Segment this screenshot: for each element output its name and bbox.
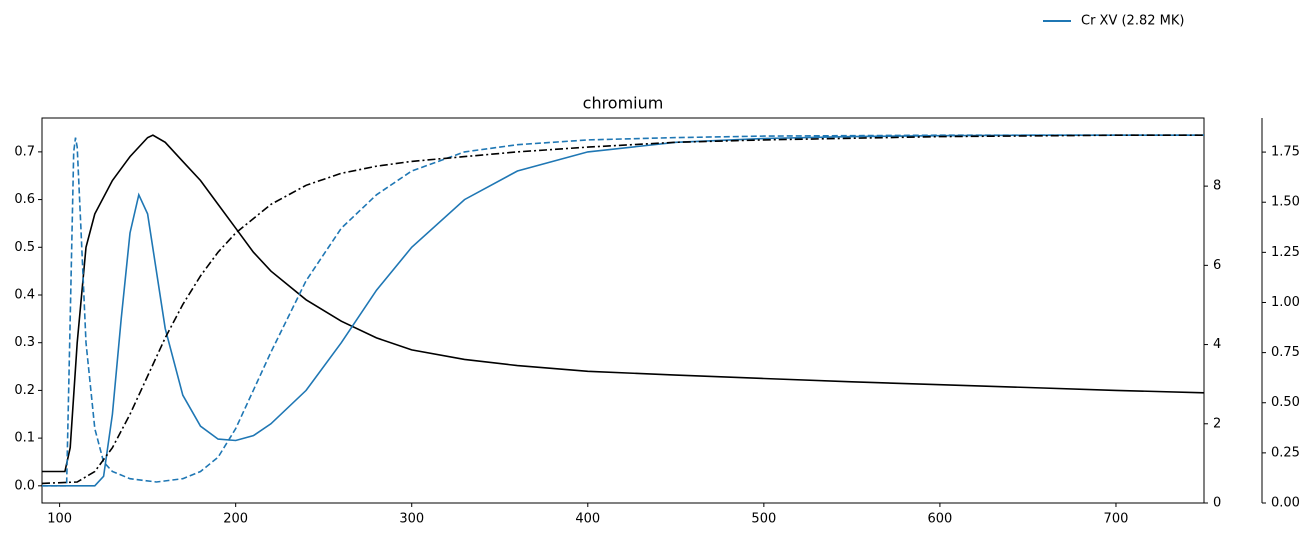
y3-tick-label: 1.00 xyxy=(1271,295,1300,310)
plot-frame xyxy=(41,117,1205,504)
y3-tick-label: 0.75 xyxy=(1271,345,1300,360)
series-line xyxy=(42,134,1205,473)
y3-tick-label: 0.50 xyxy=(1271,395,1300,410)
y-tick-label: 0.5 xyxy=(14,240,35,255)
y-tick-label: 0.4 xyxy=(14,287,35,302)
x-tick-label: 600 xyxy=(927,512,952,527)
series-line xyxy=(41,134,1204,485)
legend-label: Cr XV (2.82 MK) xyxy=(1081,14,1184,29)
y2-tick-label: 8 xyxy=(1213,179,1221,194)
y-tick-label: 0.7 xyxy=(14,144,35,159)
x-tick-label: 700 xyxy=(1104,512,1129,527)
y2-tick-label: 0 xyxy=(1213,496,1221,511)
y-tick-label: 0.3 xyxy=(14,335,35,350)
x-tick-label: 100 xyxy=(47,512,72,527)
chart-title: chromium xyxy=(583,94,664,113)
y3-tick-label: 1.50 xyxy=(1271,195,1300,210)
y-tick-label: 0.0 xyxy=(14,478,35,493)
x-tick-label: 300 xyxy=(399,512,424,527)
x-tick-label: 500 xyxy=(751,512,776,527)
y3-tick-label: 1.75 xyxy=(1271,145,1300,160)
y3-tick-label: 0.00 xyxy=(1271,496,1300,511)
y2-tick-label: 2 xyxy=(1213,416,1221,431)
y-tick-label: 0.6 xyxy=(14,192,35,207)
y2-tick-label: 6 xyxy=(1213,258,1221,273)
y2-tick-label: 4 xyxy=(1213,337,1221,352)
series-line xyxy=(42,134,1204,487)
y-tick-label: 0.1 xyxy=(14,431,35,446)
x-tick-label: 200 xyxy=(223,512,248,527)
y3-tick-label: 1.25 xyxy=(1271,245,1300,260)
y-tick-label: 0.2 xyxy=(14,383,35,398)
x-tick-label: 400 xyxy=(575,512,600,527)
y3-tick-label: 0.25 xyxy=(1271,445,1300,460)
series-line xyxy=(42,134,1204,487)
